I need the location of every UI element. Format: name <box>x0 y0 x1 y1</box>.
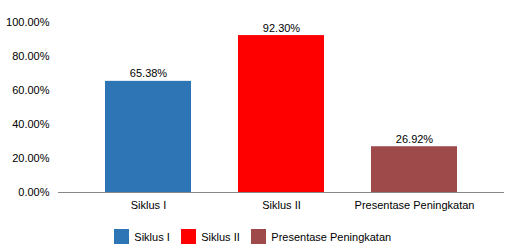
svg-text:Siklus II: Siklus II <box>262 199 301 211</box>
html-text:Siklus I: Siklus I <box>134 230 170 243</box>
svg-text:80.00%: 80.00% <box>12 50 50 62</box>
svg-text:100.00%: 100.00% <box>6 16 50 28</box>
html-text:Siklus II: Siklus II <box>201 230 240 243</box>
svg-text:Presentase Peningkatan: Presentase Peningkatan <box>355 199 475 211</box>
svg-text:0.00%: 0.00% <box>18 186 49 198</box>
svg-text:Siklus I: Siklus I <box>131 199 166 211</box>
html-text:Presentase Peningkatan: Presentase Peningkatan <box>271 230 392 243</box>
svg-text:26.92%: 26.92% <box>396 133 434 145</box>
svg-text:20.00%: 20.00% <box>12 152 50 164</box>
svg-text:65.38%: 65.38% <box>130 67 168 79</box>
svg-text:60.00%: 60.00% <box>12 84 50 96</box>
svg-text:92.30%: 92.30% <box>263 22 301 34</box>
svg-text:40.00%: 40.00% <box>12 118 50 130</box>
